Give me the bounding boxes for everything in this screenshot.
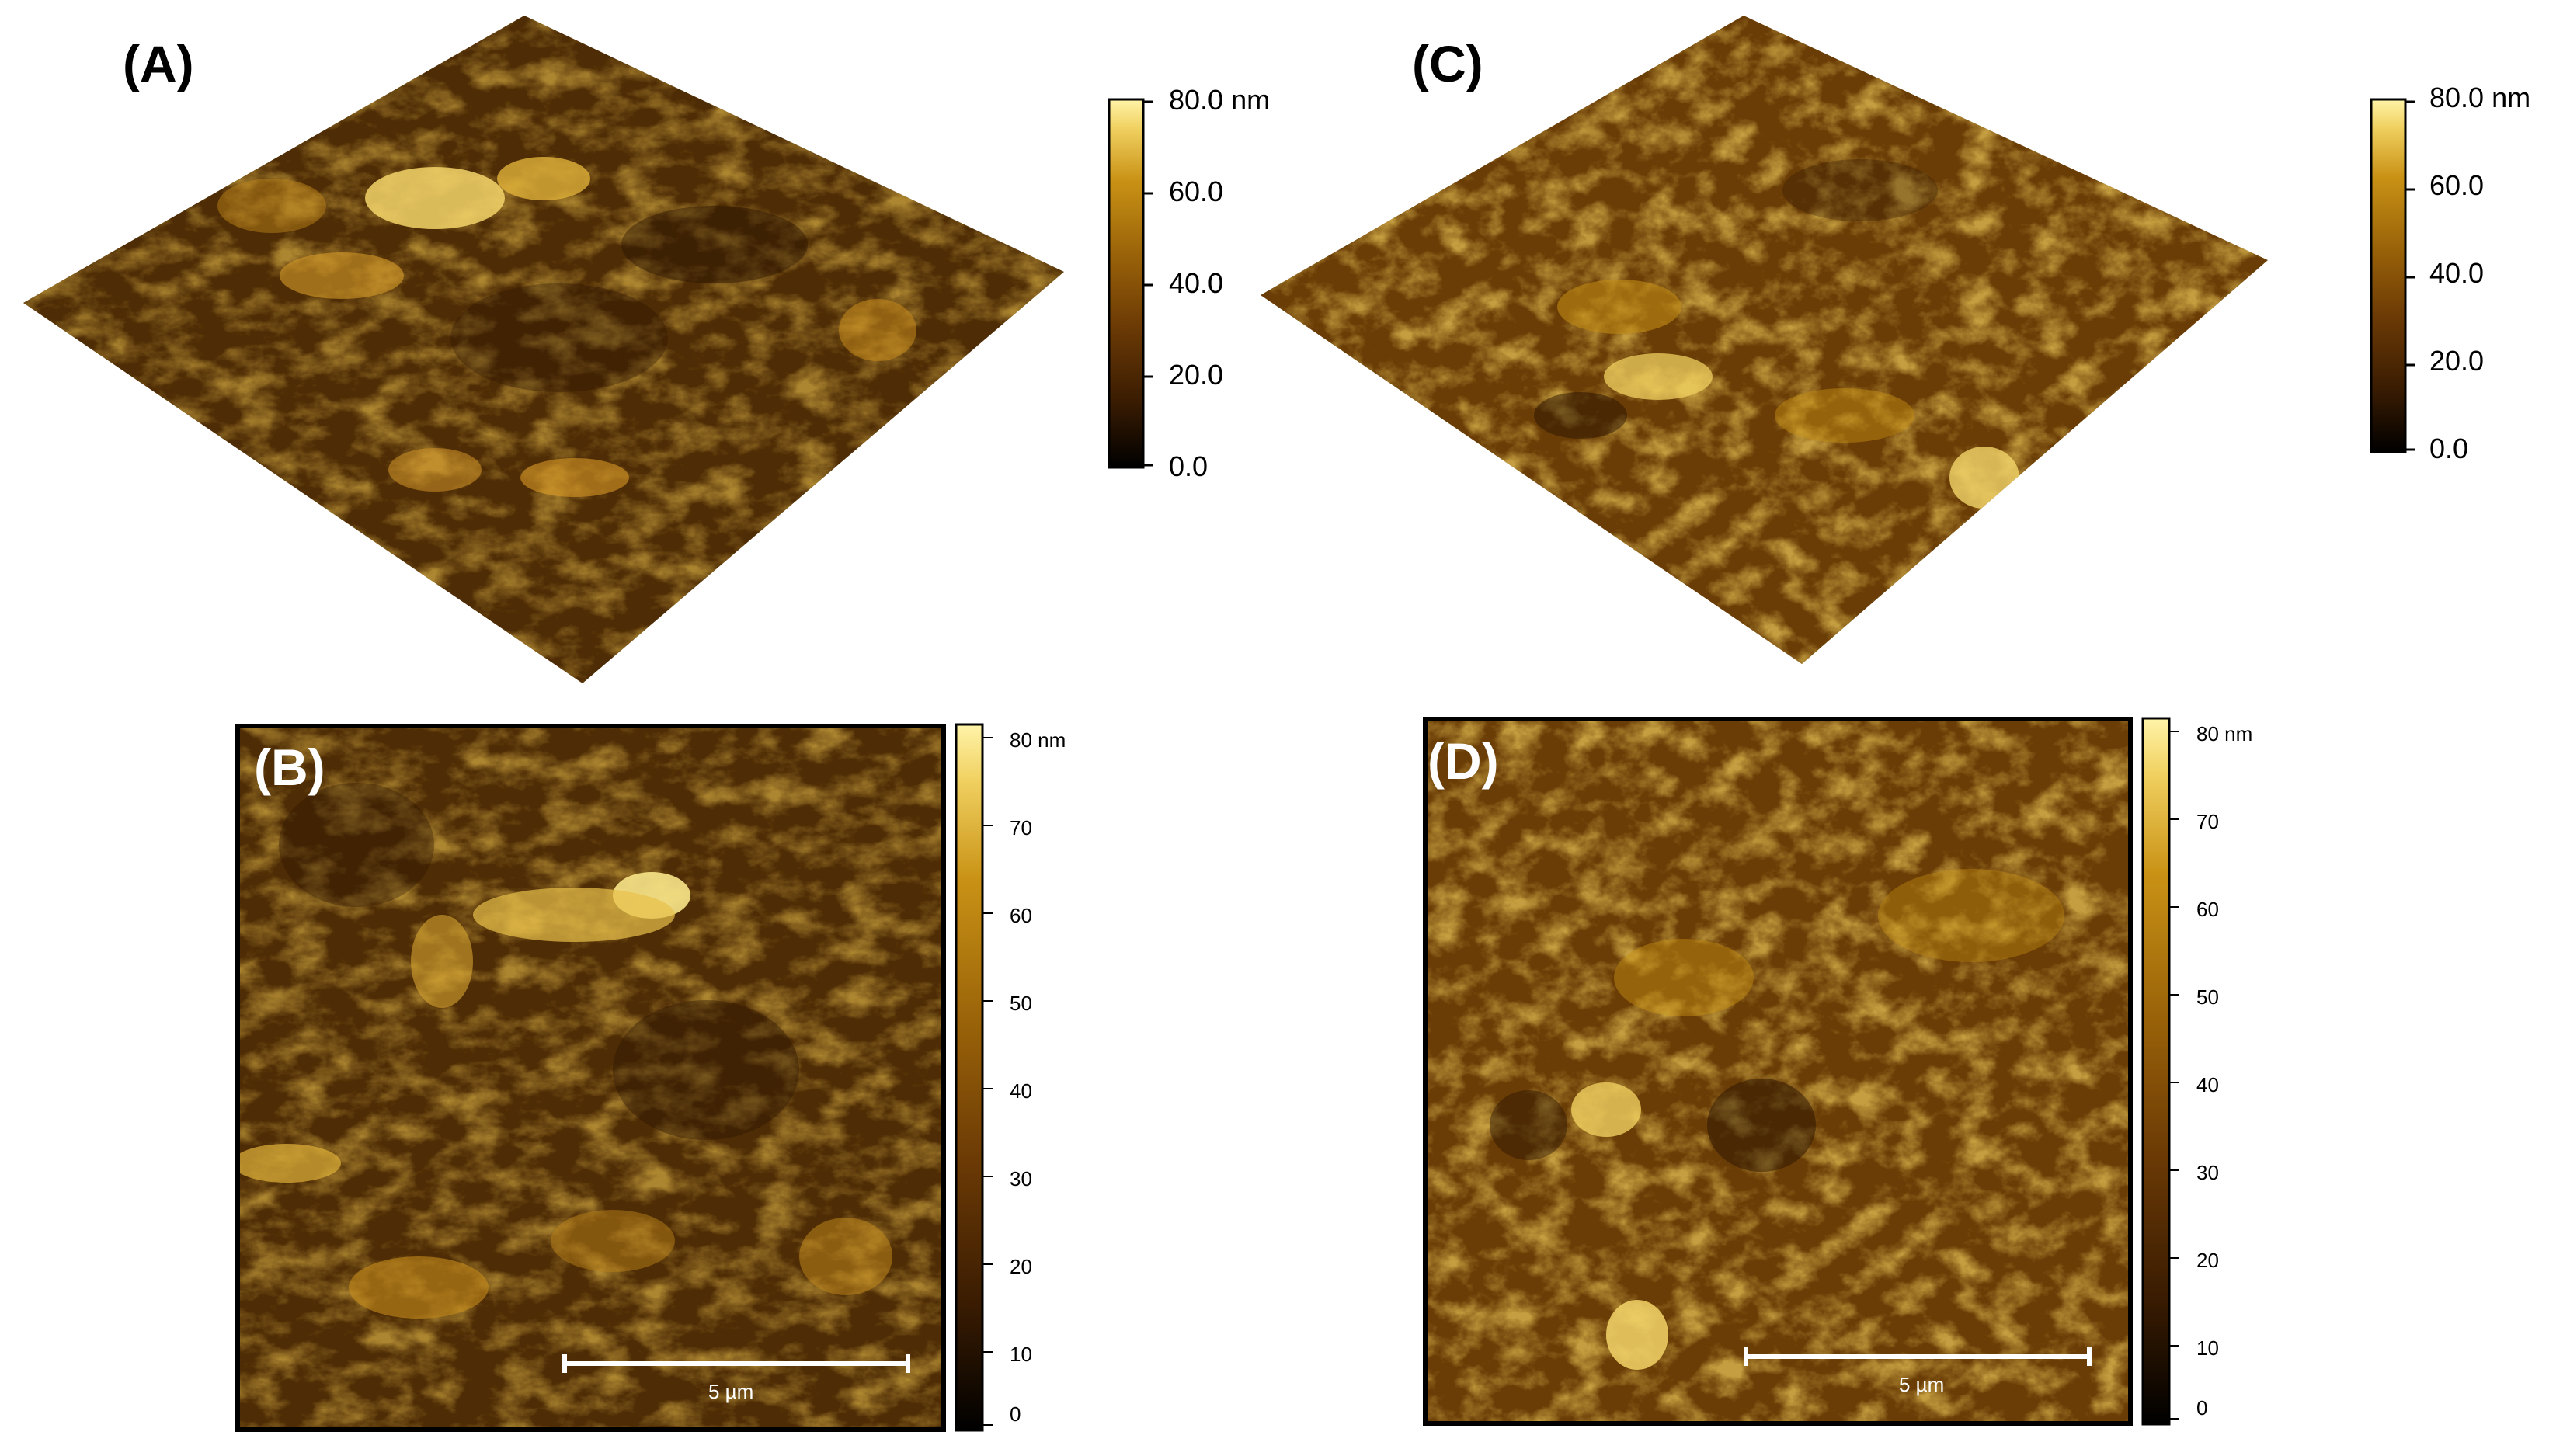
panel-b-tick-60: 60 bbox=[1010, 904, 1032, 927]
panel-d-label: (D) bbox=[1428, 732, 1499, 790]
panel-d-tick-20: 20 bbox=[2196, 1249, 2219, 1272]
panel-a-tick-20: 20.0 bbox=[1169, 359, 1224, 391]
panel-d-tick-50: 50 bbox=[2196, 985, 2219, 1009]
panel-b-scalebar-label: 5 µm bbox=[708, 1380, 754, 1403]
panel-a-tick-60: 60.0 bbox=[1169, 175, 1224, 207]
panel-c-colorbar bbox=[2369, 97, 2415, 458]
panel-d-tick-70: 70 bbox=[2196, 810, 2219, 833]
panel-b-tick-70: 70 bbox=[1010, 816, 1032, 839]
panel-c-label: (C) bbox=[1412, 35, 1483, 92]
panel-b-tick-0: 0 bbox=[1010, 1402, 1021, 1426]
panel-a-3d-surface bbox=[16, 12, 1072, 687]
panel-b-tick-10: 10 bbox=[1010, 1343, 1032, 1366]
panel-c-3d-surface bbox=[1254, 12, 2280, 672]
panel-b-tick-20: 20 bbox=[1010, 1255, 1032, 1278]
panel-d-tick-30: 30 bbox=[2196, 1161, 2219, 1184]
panel-d-tick-10: 10 bbox=[2196, 1336, 2219, 1360]
panel-d-tick-40: 40 bbox=[2196, 1073, 2219, 1096]
panel-d-tick-60: 60 bbox=[2196, 898, 2219, 921]
panel-c-tick-80: 80.0 nm bbox=[2429, 82, 2531, 113]
panel-b-tick-50: 50 bbox=[1010, 992, 1032, 1015]
panel-a-tick-0: 0.0 bbox=[1169, 450, 1208, 482]
panel-c-tick-20: 20.0 bbox=[2429, 345, 2485, 377]
panel-c-tick-0: 0.0 bbox=[2429, 433, 2469, 464]
panel-b-tick-40: 40 bbox=[1010, 1079, 1032, 1103]
panel-d-colorbar bbox=[2141, 716, 2179, 1430]
panel-d-height-map bbox=[1423, 717, 2133, 1426]
panel-d-tick-80: 80 nm bbox=[2196, 722, 2253, 745]
panel-b-tick-30: 30 bbox=[1010, 1167, 1032, 1190]
panel-b-label: (B) bbox=[254, 738, 325, 796]
panel-c-tick-40: 40.0 bbox=[2429, 257, 2485, 289]
panel-d-scalebar-label: 5 µm bbox=[1899, 1373, 1945, 1396]
panel-d-tick-0: 0 bbox=[2196, 1396, 2208, 1420]
panel-a-tick-80: 80.0 nm bbox=[1169, 84, 1271, 116]
panel-a-label: (A) bbox=[123, 35, 194, 92]
panel-b-height-map bbox=[235, 724, 946, 1432]
panel-b-tick-80: 80 nm bbox=[1010, 728, 1066, 752]
panel-b-colorbar bbox=[954, 722, 993, 1437]
panel-a-colorbar bbox=[1107, 97, 1153, 474]
panel-c-tick-60: 60.0 bbox=[2429, 169, 2485, 201]
panel-a-tick-40: 40.0 bbox=[1169, 267, 1224, 299]
